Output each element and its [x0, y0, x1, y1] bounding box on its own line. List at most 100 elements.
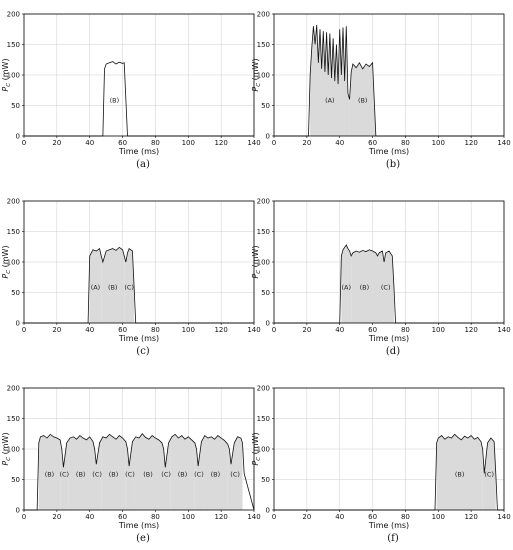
shaded-region-0	[89, 248, 102, 323]
region-label-4: (B)	[109, 470, 119, 478]
x-tick-label: 60	[118, 139, 127, 147]
region-label-8: (B)	[178, 470, 188, 478]
shaded-region-0	[310, 24, 350, 137]
region-label-0: (B)	[45, 470, 55, 478]
region-label-0: (B)	[455, 470, 465, 478]
panel-label: (f)	[387, 533, 399, 544]
chart-panel-1: 0 20 40 60 80 100 120 140 0 50 100 150 200 Time (ms) P…	[251, 11, 511, 171]
x-tick-label: 40	[335, 326, 344, 334]
x-axis-label: Time (ms)	[118, 334, 159, 343]
y-tick-label: 0	[266, 133, 270, 141]
x-axis-label: Time (ms)	[368, 147, 409, 156]
region-label-11: (C)	[230, 470, 240, 478]
region-label-0: (B)	[110, 96, 120, 104]
shaded-region-0	[436, 434, 483, 510]
region-label-2: (C)	[381, 283, 391, 291]
x-tick-label: 20	[302, 513, 311, 521]
x-tick-label: 100	[432, 326, 445, 334]
region-label-0: (A)	[342, 283, 352, 291]
y-tick-label: 100	[7, 72, 20, 80]
x-tick-label: 0	[22, 139, 26, 147]
x-tick-label: 80	[401, 513, 410, 521]
x-axis-label: Time (ms)	[118, 147, 159, 156]
x-tick-label: 40	[85, 513, 94, 521]
shaded-region-3	[93, 439, 102, 510]
power-trace	[274, 433, 504, 511]
y-axis-label: PC (mW)	[251, 58, 262, 91]
shaded-region-0	[38, 434, 61, 510]
region-label-2: (C)	[124, 283, 134, 291]
power-trace	[24, 246, 254, 324]
x-tick-label: 120	[214, 326, 227, 334]
x-tick-label: 20	[302, 139, 311, 147]
x-tick-label: 40	[85, 326, 94, 334]
chart-panel-4: 0 20 40 60 80 100 120 140 0 50 100 150 200 Time (ms) P…	[1, 385, 261, 545]
y-tick-label: 150	[7, 415, 20, 423]
region-label-2: (B)	[76, 470, 86, 478]
x-tick-label: 60	[368, 513, 377, 521]
x-tick-label: 140	[247, 326, 260, 334]
x-tick-label: 100	[182, 326, 195, 334]
y-tick-label: 50	[261, 476, 270, 484]
shaded-region-1	[101, 247, 125, 323]
shaded-region-2	[68, 435, 93, 510]
y-tick-label: 0	[266, 320, 270, 328]
region-label-1: (B)	[108, 283, 118, 291]
x-tick-label: 140	[247, 139, 260, 147]
x-axis-label: Time (ms)	[118, 521, 159, 530]
y-tick-label: 200	[257, 198, 270, 206]
y-tick-label: 50	[261, 289, 270, 297]
shaded-region-1	[351, 249, 378, 323]
x-tick-label: 80	[151, 326, 160, 334]
region-label-0: (A)	[91, 283, 101, 291]
shaded-region-10	[203, 435, 228, 510]
region-label-7: (C)	[161, 470, 171, 478]
y-tick-label: 150	[7, 41, 20, 49]
y-tick-label: 100	[257, 259, 270, 267]
x-tick-label: 120	[464, 513, 477, 521]
x-tick-label: 0	[272, 139, 276, 147]
x-tick-label: 140	[497, 139, 510, 147]
x-tick-label: 100	[182, 513, 195, 521]
shaded-region-8	[170, 434, 195, 510]
x-tick-label: 40	[335, 139, 344, 147]
region-label-1: (B)	[360, 283, 370, 291]
x-tick-label: 120	[214, 139, 227, 147]
x-tick-label: 140	[497, 513, 510, 521]
region-label-5: (C)	[125, 470, 135, 478]
x-tick-label: 0	[22, 326, 26, 334]
y-tick-label: 150	[257, 41, 270, 49]
x-tick-label: 60	[368, 326, 377, 334]
x-tick-label: 20	[302, 326, 311, 334]
region-label-1: (C)	[59, 470, 69, 478]
x-tick-label: 0	[272, 513, 276, 521]
y-axis-label: PC (mW)	[1, 432, 12, 465]
x-tick-label: 100	[432, 513, 445, 521]
shaded-region-2	[377, 251, 394, 323]
shaded-region-6	[134, 433, 162, 510]
panel-label: (b)	[386, 159, 400, 170]
x-tick-label: 80	[401, 326, 410, 334]
power-trace	[274, 24, 504, 137]
y-tick-label: 200	[7, 385, 20, 393]
power-trace	[24, 433, 255, 511]
power-trace	[24, 61, 254, 137]
y-tick-label: 200	[257, 385, 270, 393]
x-tick-label: 20	[52, 513, 61, 521]
y-tick-label: 50	[11, 289, 20, 297]
y-tick-label: 150	[257, 228, 270, 236]
y-tick-label: 100	[7, 446, 20, 454]
y-tick-label: 200	[7, 11, 20, 19]
chart-panel-2: 0 20 40 60 80 100 120 140 0 50 100 150 200 Time (ms) P…	[1, 198, 261, 358]
x-tick-label: 100	[432, 139, 445, 147]
shaded-region-11	[227, 436, 243, 510]
x-tick-label: 120	[214, 513, 227, 521]
shaded-region-1	[349, 62, 376, 136]
shaded-region-4	[101, 434, 126, 510]
panel-label: (c)	[136, 346, 150, 357]
region-label-3: (C)	[92, 470, 102, 478]
power-trace	[274, 244, 504, 324]
panel-label: (d)	[386, 346, 400, 357]
x-tick-label: 120	[464, 326, 477, 334]
x-tick-label: 0	[22, 513, 26, 521]
